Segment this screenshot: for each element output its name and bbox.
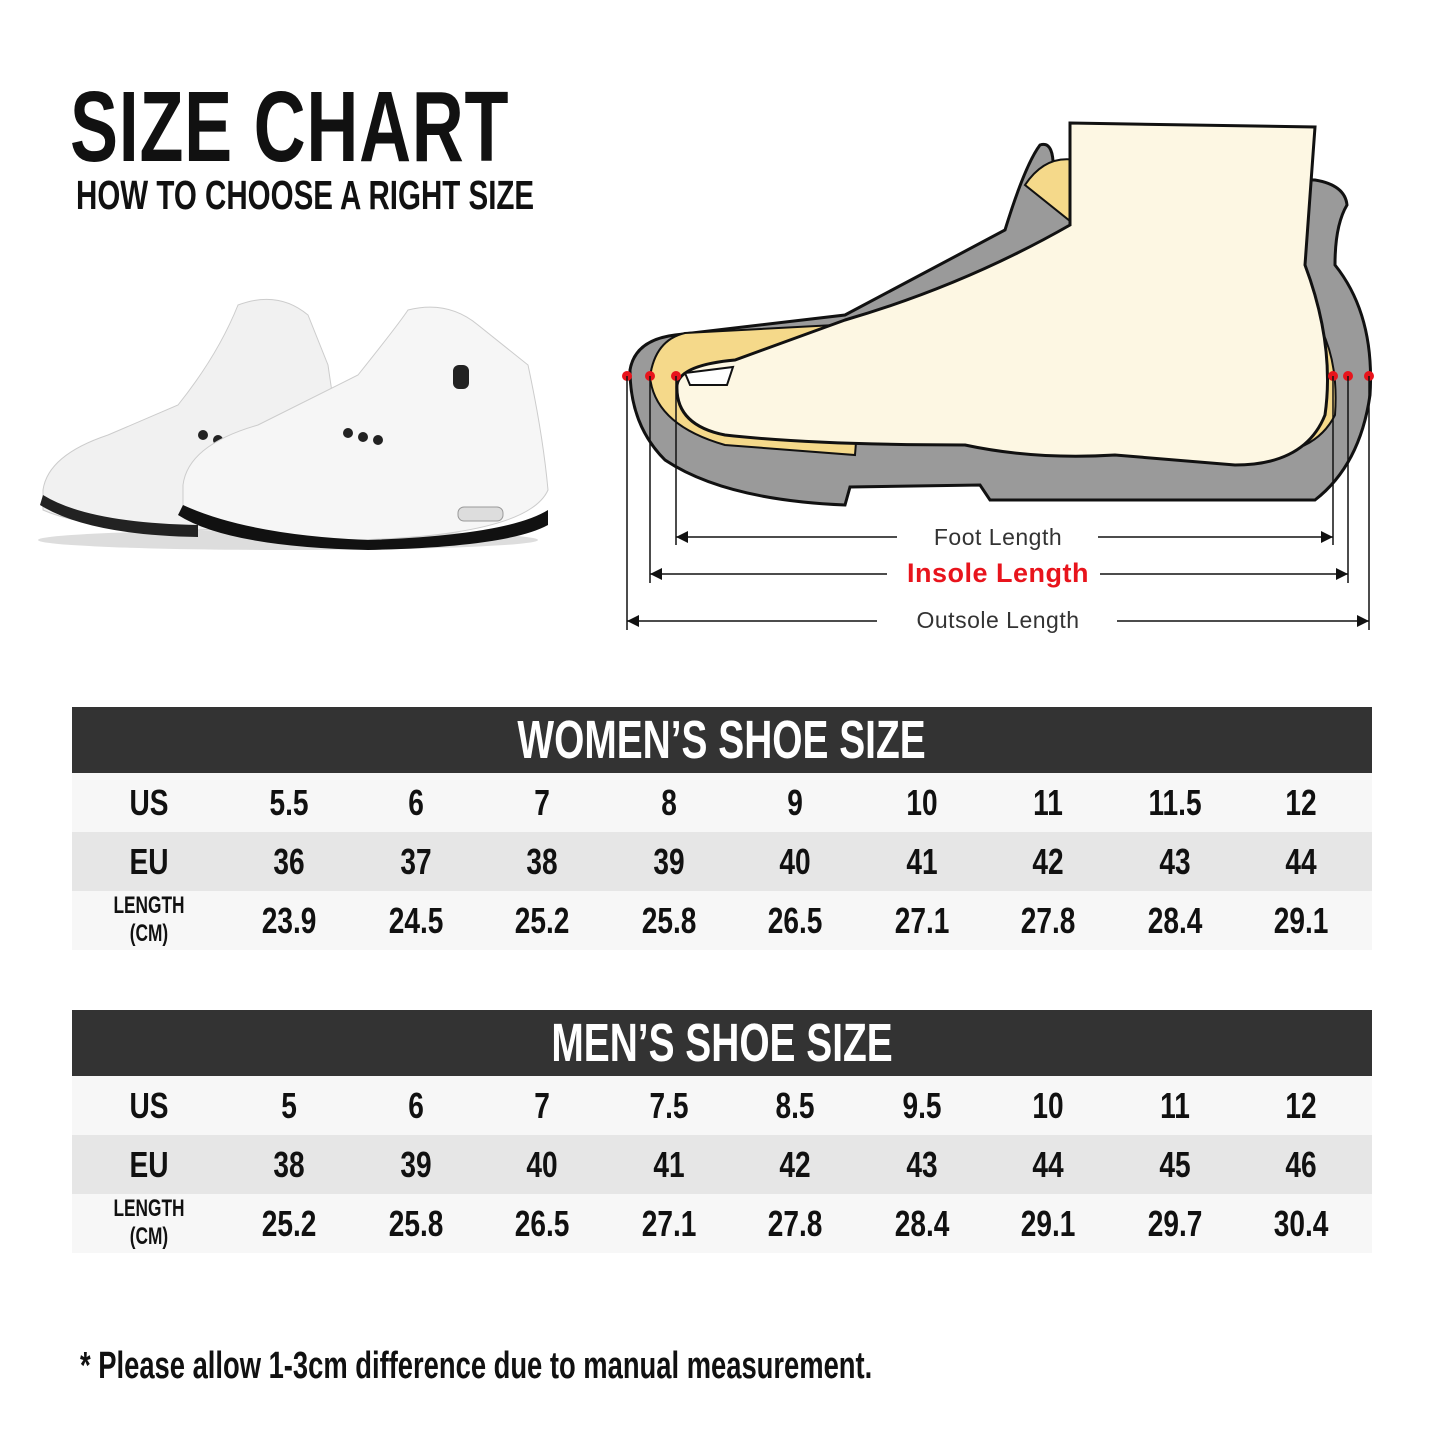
table-cell: 27.1: [641, 1202, 697, 1244]
table-cell: 38: [273, 1143, 305, 1185]
table-cell: 36: [273, 840, 305, 882]
table-cell: 25.2: [514, 899, 570, 941]
mens-table-title: MEN’S SHOE SIZE: [72, 1010, 1372, 1076]
table-cell: 43: [906, 1143, 938, 1185]
table-cell: 27.8: [1020, 899, 1076, 941]
row-header: LENGTH (CM): [113, 1194, 185, 1250]
table-cell: 6: [407, 1084, 424, 1126]
table-row: US 5 6 7 7.5 8.5 9.5 10 11 12: [72, 1076, 1372, 1135]
table-cell: 42: [779, 1143, 811, 1185]
table-cell: 26.5: [767, 899, 823, 941]
table-cell: 44: [1032, 1143, 1064, 1185]
table-cell: 40: [779, 840, 811, 882]
table-cell: 9: [787, 781, 804, 823]
table-cell: 29.1: [1273, 899, 1329, 941]
footnote: * Please allow 1-3cm difference due to m…: [80, 1345, 873, 1387]
row-header: LENGTH (CM): [113, 891, 185, 947]
table-cell: 46: [1285, 1143, 1317, 1185]
table-cell: 42: [1032, 840, 1064, 882]
table-cell: 25.8: [641, 899, 697, 941]
outsole-length-label: Outsole Length: [916, 607, 1080, 633]
row-header: EU: [129, 840, 169, 882]
table-cell: 25.2: [261, 1202, 317, 1244]
table-cell: 40: [526, 1143, 558, 1185]
table-cell: 27.1: [894, 899, 950, 941]
row-header: EU: [129, 1143, 169, 1185]
table-cell: 10: [1032, 1084, 1064, 1126]
table-cell: 28.4: [1147, 899, 1203, 941]
table-cell: 28.4: [894, 1202, 950, 1244]
table-cell: 11: [1159, 1084, 1190, 1126]
table-cell: 8.5: [775, 1084, 815, 1126]
table-cell: 12: [1285, 781, 1317, 823]
table-row: EU 36 37 38 39 40 41 42 43 44: [72, 832, 1372, 891]
womens-size-table: WOMEN’S SHOE SIZE US 5.5 6 7 8 9 10 11 11.5 12 EU 3…: [72, 707, 1372, 950]
table-cell: 29.1: [1020, 1202, 1076, 1244]
right-shoe: [178, 306, 549, 550]
row-header: US: [129, 1084, 169, 1126]
table-cell: 27.8: [767, 1202, 823, 1244]
table-cell: 44: [1285, 840, 1317, 882]
page-subtitle: HOW TO CHOOSE A RIGHT SIZE: [76, 172, 535, 218]
insole-length-label: Insole Length: [907, 558, 1089, 588]
foot-measurement-diagram: [622, 121, 1374, 630]
table-cell: 39: [653, 840, 685, 882]
table-row: LENGTH (CM) 25.2 25.8 26.5 27.1 27.8 28.4 29.1 2…: [72, 1194, 1372, 1253]
foot-length-label: Foot Length: [933, 524, 1063, 550]
table-row: EU 38 39 40 41 42 43 44 45 46: [72, 1135, 1372, 1194]
womens-table-title: WOMEN’S SHOE SIZE: [72, 707, 1372, 773]
table-row: US 5.5 6 7 8 9 10 11 11.5 12: [72, 773, 1372, 832]
table-cell: 11.5: [1148, 781, 1202, 823]
table-cell: 26.5: [514, 1202, 570, 1244]
table-cell: 38: [526, 840, 558, 882]
foot-shape: [675, 121, 1329, 467]
table-cell: 37: [400, 840, 432, 882]
mens-size-table: MEN’S SHOE SIZE US 5 6 7 7.5 8.5 9.5 10 11 12 EU 38…: [72, 1010, 1372, 1253]
table-cell: 7.5: [649, 1084, 689, 1126]
table-cell: 8: [660, 781, 677, 823]
sneaker-image: [38, 298, 549, 550]
table-cell: 5.5: [269, 781, 309, 823]
table-row: LENGTH (CM) 23.9 24.5 25.2 25.8 26.5 27.1 27.8 2…: [72, 891, 1372, 950]
table-cell: 12: [1285, 1084, 1317, 1126]
page-title: SIZE CHART: [70, 71, 510, 183]
table-cell: 45: [1159, 1143, 1191, 1185]
table-cell: 43: [1159, 840, 1191, 882]
table-cell: 6: [407, 781, 424, 823]
table-cell: 24.5: [388, 899, 444, 941]
table-cell: 29.7: [1147, 1202, 1203, 1244]
table-cell: 10: [906, 781, 938, 823]
table-cell: 25.8: [388, 1202, 444, 1244]
table-cell: 41: [906, 840, 938, 882]
table-cell: 11: [1033, 781, 1064, 823]
table-cell: 5: [281, 1084, 298, 1126]
table-cell: 39: [400, 1143, 432, 1185]
table-cell: 7: [534, 781, 551, 823]
table-cell: 41: [653, 1143, 685, 1185]
row-header: US: [129, 781, 169, 823]
table-cell: 7: [534, 1084, 551, 1126]
table-cell: 9.5: [902, 1084, 942, 1126]
table-cell: 23.9: [261, 899, 317, 941]
table-cell: 30.4: [1273, 1202, 1329, 1244]
